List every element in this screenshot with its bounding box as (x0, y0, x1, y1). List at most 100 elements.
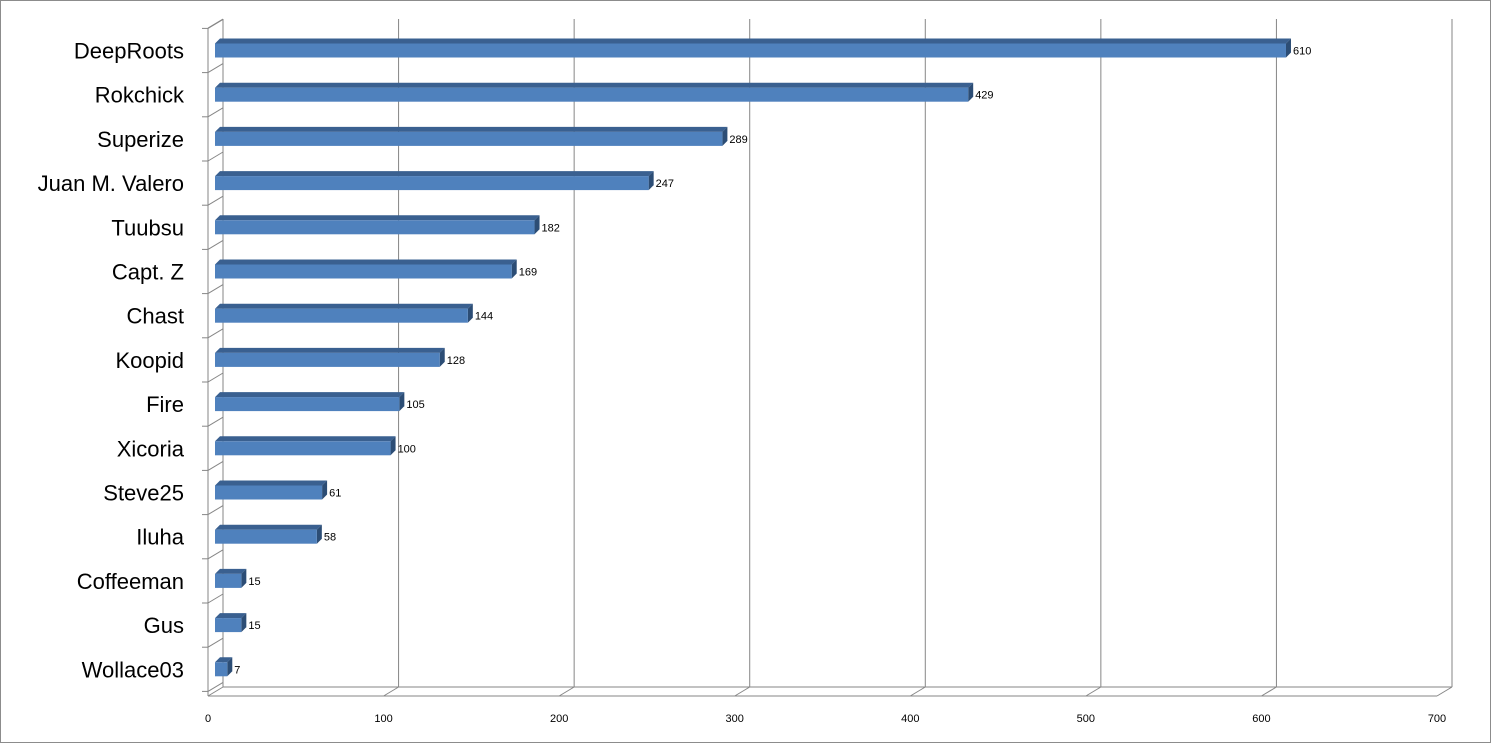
x-tick-label: 200 (550, 713, 568, 725)
data-label: 182 (542, 222, 560, 234)
floor-gridline (207, 686, 224, 697)
category-separator (207, 416, 224, 427)
bar-top-face (215, 171, 654, 177)
data-label: 15 (248, 620, 260, 632)
bar (215, 485, 323, 500)
bar-side-face (968, 82, 974, 102)
category-separator (207, 460, 224, 471)
bar (215, 87, 969, 102)
data-label: 610 (1293, 46, 1311, 58)
x-tick-label: 400 (901, 713, 919, 725)
bar-side-face (511, 259, 517, 279)
bar-side-face (390, 436, 396, 456)
x-tick-label: 500 (1077, 713, 1095, 725)
bars-layer (215, 38, 1291, 677)
category-label: Juan M. Valero (38, 171, 184, 196)
category-label: Koopid (115, 348, 184, 373)
category-label: Rokchick (95, 83, 185, 108)
bar (215, 397, 400, 412)
bar (215, 43, 1286, 58)
bar (215, 529, 317, 544)
bar-top-face (215, 392, 405, 398)
bar (215, 618, 242, 633)
category-separator (207, 151, 224, 162)
bar-side-face (241, 568, 247, 588)
category-label: Fire (146, 392, 184, 417)
category-label: Chast (127, 304, 184, 329)
category-label: Superize (97, 127, 184, 152)
floor-gridline (1261, 686, 1277, 697)
category-separator (207, 18, 224, 29)
data-label: 247 (656, 178, 674, 190)
labels-layer: 0 100 200 300 400 500 600 700 610 DeepRoots 429 Rok… (38, 39, 1447, 726)
bar-top-face (215, 38, 1291, 44)
bar-side-face (467, 303, 473, 323)
category-separator (207, 284, 224, 295)
bar-top-face (215, 126, 728, 132)
floor-gridline (910, 686, 926, 697)
category-label: Coffeeman (77, 569, 184, 594)
category-separator (207, 107, 224, 118)
x-tick-label: 700 (1428, 713, 1446, 725)
bar (215, 176, 649, 191)
x-tick-label: 600 (1252, 713, 1270, 725)
data-label: 58 (324, 532, 336, 544)
bar-side-face (722, 126, 728, 146)
bar-top-face (215, 524, 322, 530)
category-label: Xicoria (117, 436, 185, 461)
category-separator (207, 195, 224, 206)
bar (215, 220, 535, 235)
bar (215, 308, 468, 323)
bar-top-face (215, 215, 540, 221)
bar-top-face (215, 480, 328, 486)
bar-side-face (648, 171, 654, 191)
bar-side-face (399, 392, 405, 412)
data-label: 61 (329, 488, 341, 500)
bar-top-face (215, 657, 233, 663)
category-label: Tuubsu (111, 215, 184, 240)
category-separator (207, 505, 224, 516)
category-separator (207, 593, 224, 604)
data-label: 15 (248, 576, 260, 588)
category-label: DeepRoots (74, 39, 184, 64)
data-label: 429 (975, 90, 993, 102)
category-separator (207, 63, 224, 74)
floor-gridline (1085, 686, 1102, 697)
category-label: Gus (144, 613, 184, 638)
data-label: 289 (729, 134, 747, 146)
category-separator (207, 328, 224, 339)
bar-top-face (215, 303, 473, 309)
bar-top-face (215, 259, 517, 265)
data-label: 169 (519, 267, 537, 279)
data-label: 144 (475, 311, 493, 323)
bar-side-face (241, 613, 247, 633)
floor-gridline (558, 686, 575, 697)
x-tick-label: 100 (374, 713, 392, 725)
x-tick-label: 0 (205, 713, 211, 725)
bar (215, 352, 440, 367)
bar (215, 264, 512, 279)
data-label: 128 (447, 355, 465, 367)
bar (215, 131, 723, 146)
category-separator (207, 637, 224, 648)
floor-gridline (734, 686, 750, 697)
data-label: 100 (398, 443, 416, 455)
category-label: Capt. Z (112, 260, 184, 285)
bar-top-face (215, 82, 974, 88)
category-separator (207, 239, 224, 250)
bar-side-face (316, 524, 322, 544)
bar-side-face (1285, 38, 1291, 58)
bar-top-face (215, 436, 396, 442)
data-label: 7 (234, 664, 240, 676)
bar-side-face (322, 480, 328, 500)
floor-gridline (1436, 686, 1453, 697)
bar-side-face (227, 657, 233, 677)
category-label: Steve25 (103, 481, 184, 506)
bar-side-face (439, 347, 445, 367)
category-label: Wollace03 (82, 657, 184, 682)
category-separator (207, 681, 224, 692)
floor-gridline (383, 686, 399, 697)
x-tick-label: 300 (726, 713, 744, 725)
